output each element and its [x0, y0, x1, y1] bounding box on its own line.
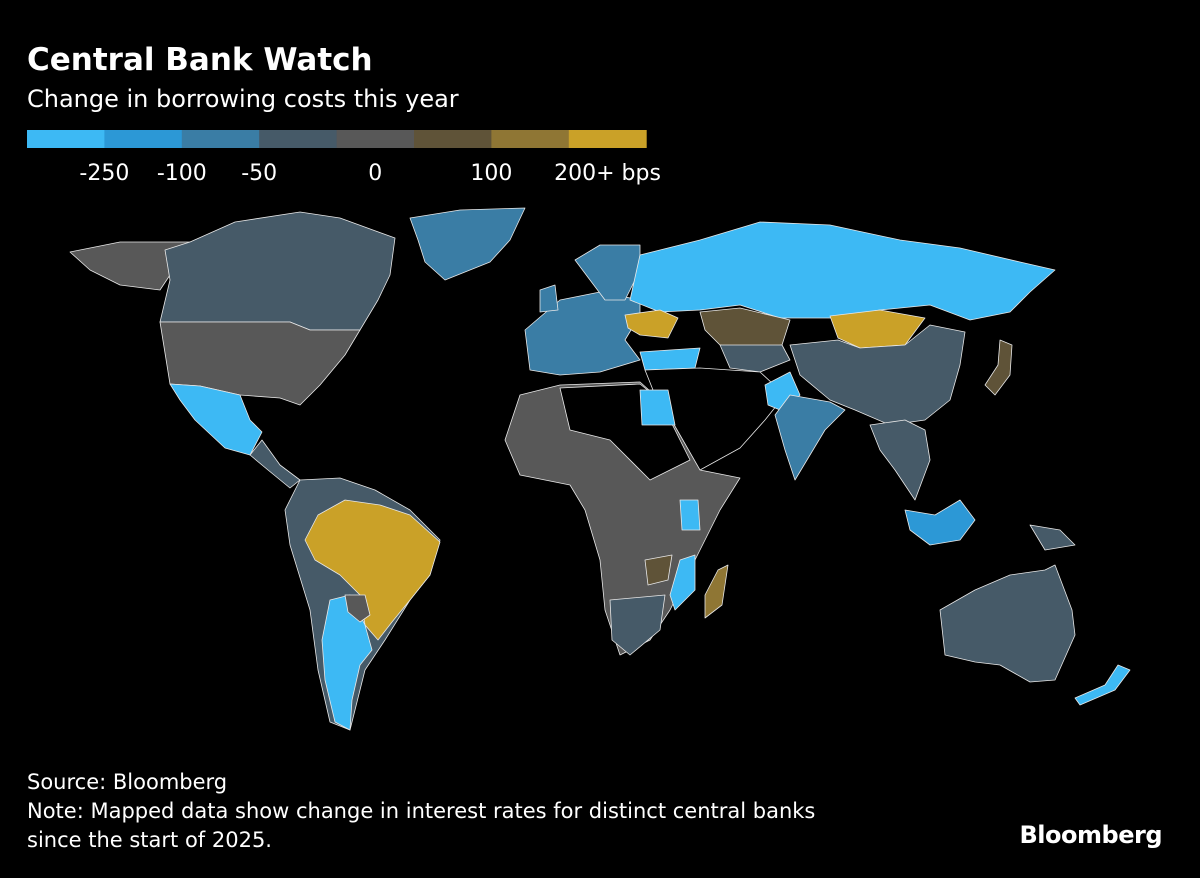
title: Central Bank Watch [27, 42, 373, 78]
brand-logo: Bloomberg [1020, 821, 1162, 849]
region [719, 344, 791, 373]
region [939, 564, 1076, 683]
region [304, 499, 441, 641]
region [774, 394, 846, 481]
region [524, 291, 641, 376]
region [574, 244, 641, 301]
region [344, 594, 371, 623]
region [69, 241, 191, 291]
region [984, 339, 1013, 396]
legend: -250 -100 -50 0 100 200+ bps [27, 130, 661, 186]
region [679, 499, 701, 531]
region [639, 389, 676, 426]
legend-label: 100 [470, 161, 512, 186]
legend-label: -100 [157, 161, 207, 186]
region [1074, 664, 1131, 706]
region [1029, 524, 1076, 551]
region [639, 347, 701, 371]
subtitle: Change in borrowing costs this year [27, 85, 459, 113]
region [624, 309, 679, 339]
legend-label: -250 [79, 161, 129, 186]
region [539, 284, 559, 313]
region [644, 554, 673, 586]
legend-swatch [414, 130, 492, 148]
legend-swatch [27, 130, 105, 148]
region [159, 211, 396, 331]
region [249, 439, 301, 489]
region [409, 207, 526, 281]
legend-swatch [491, 130, 570, 148]
legend-swatch [181, 130, 260, 148]
region [669, 554, 696, 611]
note-line: since the start of 2025. [27, 828, 272, 852]
note-line: Note: Mapped data show change in interes… [27, 799, 815, 823]
legend-swatch [568, 130, 647, 148]
world-map [69, 207, 1131, 731]
legend-label: 0 [368, 161, 382, 186]
region [169, 383, 263, 456]
region [629, 221, 1056, 321]
region [609, 594, 666, 656]
legend-swatch [104, 130, 183, 148]
legend-label: 200+ bps [554, 161, 661, 186]
legend-label: -50 [241, 161, 277, 186]
legend-swatch [336, 130, 415, 148]
source: Source: Bloomberg [27, 770, 227, 794]
region [789, 324, 966, 426]
region [904, 499, 976, 546]
region [704, 564, 729, 619]
region [869, 419, 931, 501]
legend-swatch [259, 130, 338, 148]
